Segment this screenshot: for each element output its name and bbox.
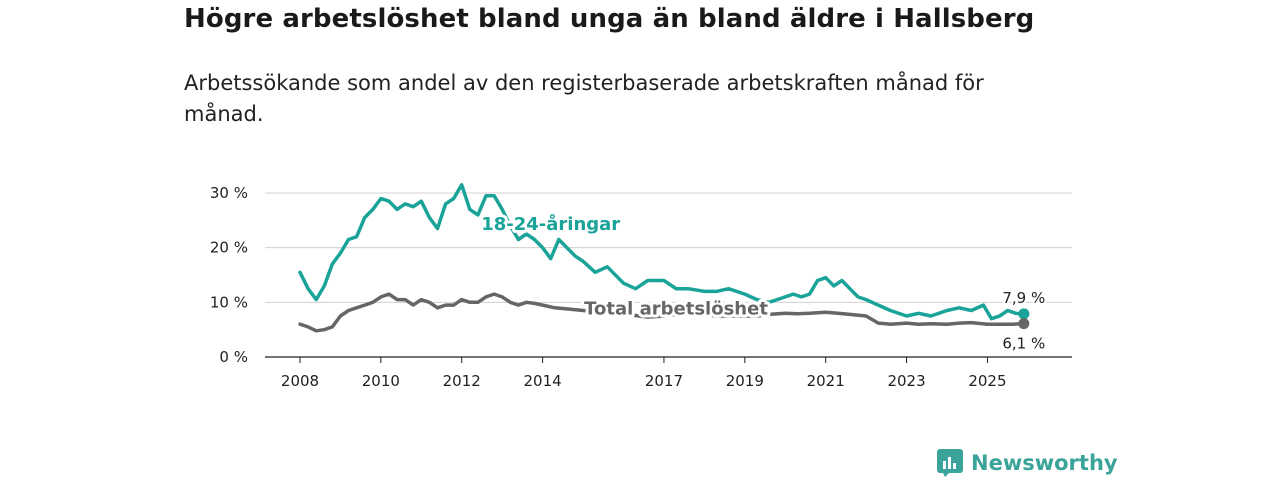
y-axis-ticks: 0 % 10 % 20 % 30 % — [210, 184, 248, 366]
x-tick-label: 2021 — [807, 372, 845, 390]
series-name-label: 18-24-åringar — [481, 213, 620, 235]
y-tick-label: 10 % — [210, 293, 248, 311]
y-tick-label: 0 % — [219, 348, 248, 366]
x-tick-label: 2023 — [887, 372, 925, 390]
series-end-point-0 — [1018, 308, 1030, 320]
series-end-label: 7,9 % — [1002, 289, 1045, 307]
series-end-point-1 — [1018, 318, 1030, 330]
x-tick-label: 2025 — [968, 372, 1006, 390]
newsworthy-brand[interactable]: Newsworthy — [937, 449, 1118, 477]
y-tick-label: 30 % — [210, 184, 248, 202]
x-tick-label: 2008 — [281, 372, 319, 390]
series-line-1 — [298, 292, 1026, 333]
x-axis-ticks: 2008 2010 2012 2014 2017 2019 2021 2023 2025 — [281, 357, 1007, 390]
chart-title: Högre arbetslöshet bland unga än bland ä… — [184, 4, 1035, 34]
series-line-0 — [298, 183, 1026, 321]
x-tick-label: 2012 — [443, 372, 481, 390]
brand-name: Newsworthy — [971, 451, 1118, 475]
grid-lines — [265, 192, 1072, 303]
x-tick-label: 2019 — [726, 372, 764, 390]
x-tick-label: 2017 — [645, 372, 683, 390]
series-labels: 18-24-åringar Total arbetslöshet 7,9 % 6,1 … — [478, 210, 1047, 354]
newsworthy-logo-icon — [937, 449, 963, 477]
series-name-label: Total arbetslöshet — [584, 298, 768, 319]
x-tick-label: 2010 — [362, 372, 400, 390]
series-group — [298, 183, 1030, 333]
chart-subtitle: Arbetssökande som andel av den registerb… — [184, 71, 984, 126]
y-tick-label: 20 % — [210, 239, 248, 257]
series-end-label: 6,1 % — [1002, 335, 1045, 353]
x-tick-label: 2014 — [524, 372, 562, 390]
